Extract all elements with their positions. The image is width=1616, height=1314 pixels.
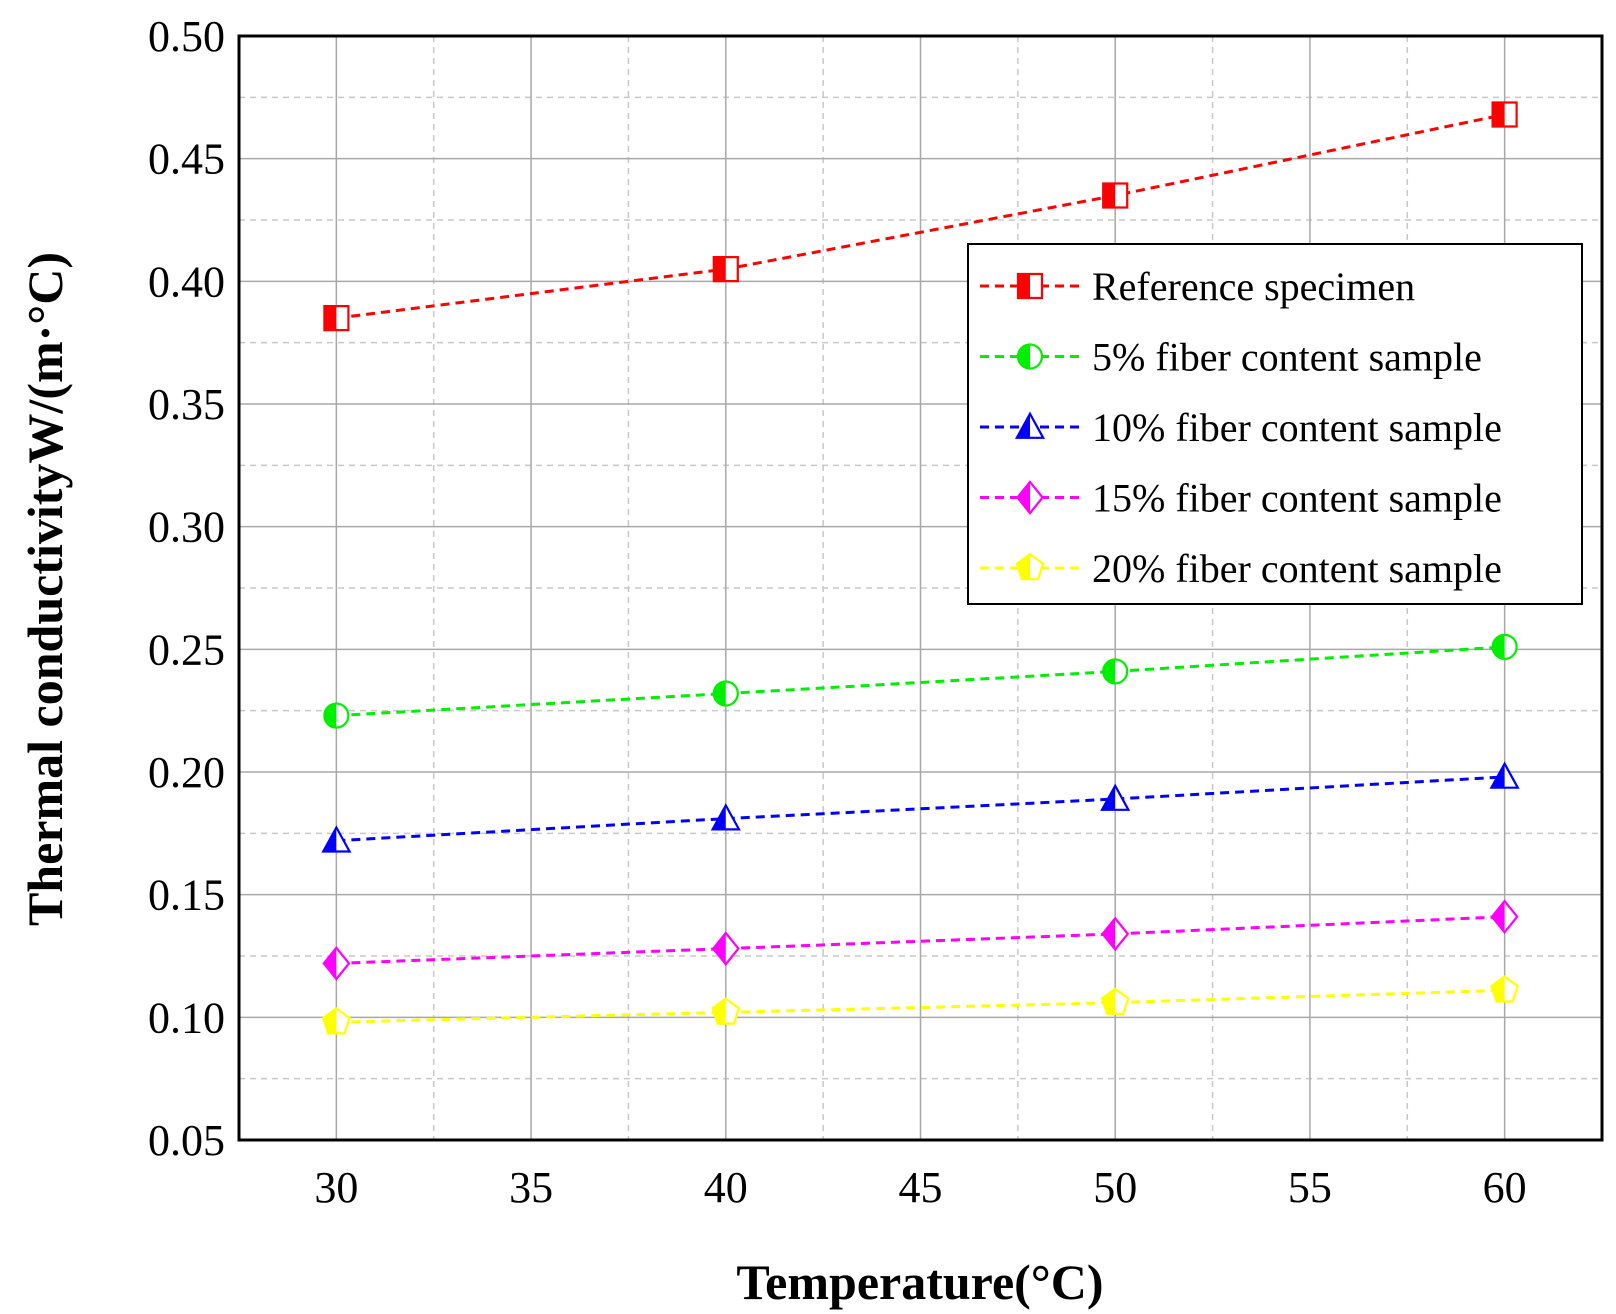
triangle-marker: [1489, 761, 1520, 789]
square-marker: [1491, 101, 1518, 128]
legend: Reference specimen 5% fiber content sampl…: [967, 243, 1583, 605]
legend-box: [967, 243, 1583, 605]
diamond-marker: [1015, 480, 1045, 515]
pentagon-marker: [1490, 975, 1520, 1003]
pentagon-marker: [711, 997, 741, 1025]
legend-item: Reference specimen: [980, 264, 1415, 309]
series-line: [336, 113, 1505, 320]
triangle-marker: [710, 803, 741, 831]
circle-marker: [1491, 633, 1518, 660]
triangle-marker: [321, 825, 352, 853]
pentagon-marker: [1100, 987, 1130, 1015]
y-tick-label: 0.10: [148, 993, 225, 1042]
legend-item: 15% fiber content sample: [980, 476, 1502, 521]
y-tick-label: 0.05: [148, 1116, 225, 1165]
series-line: [336, 645, 1505, 718]
series-group: [323, 101, 1518, 332]
x-tick-label: 50: [1093, 1163, 1137, 1212]
x-axis-title: Temperature(°C): [736, 1254, 1103, 1310]
series-layer: [321, 101, 1520, 1035]
x-tick-label: 30: [314, 1163, 358, 1212]
pentagon-marker: [321, 1007, 351, 1035]
series-group: [322, 899, 1519, 981]
square-marker: [712, 256, 739, 283]
x-tick-label: 40: [704, 1163, 748, 1212]
y-axis-title: Thermal conductivityW/(m·°C): [17, 252, 73, 926]
circle-marker: [1016, 343, 1044, 370]
x-axis-ticks: 30 35 40 45 50 55 60: [314, 1163, 1526, 1212]
y-tick-label: 0.35: [148, 380, 225, 429]
legend-label: 20% fiber content sample: [1092, 546, 1502, 591]
legend-label: 15% fiber content sample: [1092, 476, 1502, 521]
triangle-marker: [1014, 411, 1046, 439]
legend-label: 10% fiber content sample: [1092, 405, 1502, 450]
circle-marker: [323, 702, 350, 729]
diamond-marker: [322, 946, 351, 981]
legend-item: 5% fiber content sample: [980, 335, 1482, 380]
y-tick-label: 0.15: [148, 871, 225, 920]
legend-label: Reference specimen: [1092, 264, 1415, 309]
plot-frame: [237, 34, 1604, 1142]
triangle-marker: [1100, 783, 1131, 811]
y-tick-label: 0.25: [148, 625, 225, 674]
x-tick-label: 55: [1288, 1163, 1332, 1212]
legend-item: 20% fiber content sample: [980, 546, 1502, 591]
square-marker: [1016, 272, 1044, 300]
diamond-marker: [1490, 899, 1519, 935]
y-tick-label: 0.40: [148, 257, 225, 306]
series-group: [321, 761, 1520, 853]
y-axis-ticks: 0.05 0.10 0.15 0.20 0.25 0.30 0.35 0.40 0.45 0.50: [148, 12, 225, 1165]
legend-label: 5% fiber content sample: [1092, 335, 1482, 380]
diamond-marker: [1101, 916, 1130, 952]
legend-item: 10% fiber content sample: [980, 405, 1502, 450]
diamond-marker: [711, 931, 740, 966]
y-tick-label: 0.30: [148, 503, 225, 552]
x-tick-label: 60: [1483, 1163, 1527, 1212]
y-tick-label: 0.20: [148, 748, 225, 797]
circle-marker: [1102, 658, 1129, 685]
square-marker: [323, 305, 350, 332]
x-tick-label: 35: [509, 1163, 553, 1212]
x-tick-label: 45: [899, 1163, 943, 1212]
series-group: [323, 633, 1518, 729]
pentagon-marker: [1015, 552, 1045, 581]
y-tick-label: 0.45: [148, 135, 225, 184]
series-group: [321, 975, 1520, 1035]
square-marker: [1102, 182, 1129, 209]
y-tick-label: 0.50: [148, 12, 225, 61]
series-line: [336, 775, 1505, 843]
circle-marker: [712, 680, 739, 707]
